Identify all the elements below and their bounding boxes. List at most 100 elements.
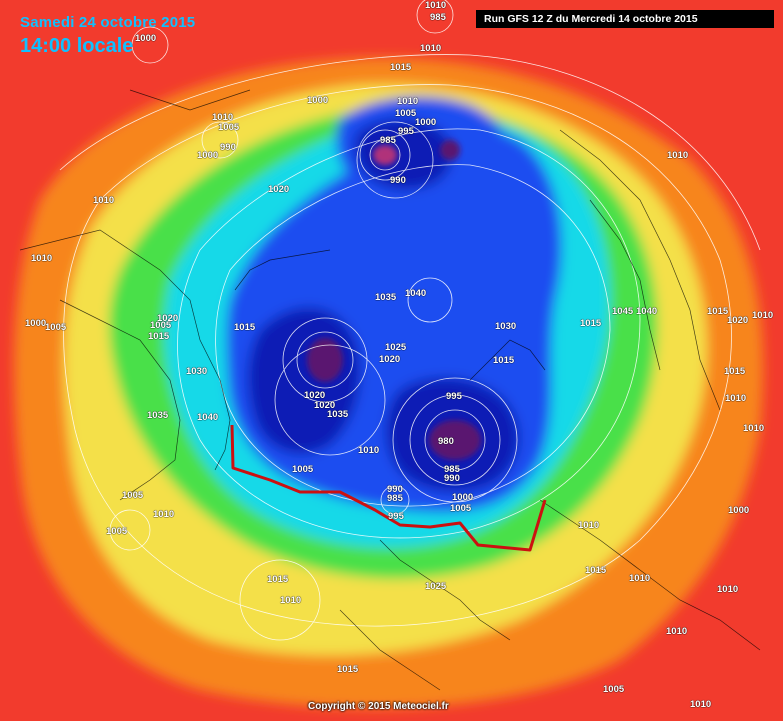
isobar-low-east bbox=[409, 394, 501, 486]
isobar-label: 980 bbox=[438, 436, 454, 447]
isobar-label: 1000 bbox=[135, 33, 157, 44]
isobar-label: 1015 bbox=[585, 565, 607, 576]
isobar-label: 1035 bbox=[327, 409, 349, 420]
isobar-label: 1010 bbox=[280, 595, 302, 606]
isobar-label: 1005 bbox=[450, 503, 472, 514]
isobar-label: 1020 bbox=[157, 313, 179, 324]
isobar-high bbox=[201, 121, 239, 159]
isobar-label: 1010 bbox=[425, 0, 447, 11]
isobar-low-north bbox=[369, 139, 401, 171]
isobar-label: 1005 bbox=[122, 490, 144, 501]
dark-blue-north bbox=[354, 118, 453, 190]
isobar-label: 1010 bbox=[690, 699, 712, 710]
isobar-label: 1005 bbox=[106, 526, 128, 537]
isobar-label: 985 bbox=[430, 12, 446, 23]
isobar-label: 1020 bbox=[304, 390, 326, 401]
copyright-text: Copyright © 2015 Meteociel.fr bbox=[308, 701, 449, 712]
isobar-high bbox=[239, 559, 321, 641]
isobar-label: 995 bbox=[398, 126, 414, 137]
isobar-label: 985 bbox=[444, 464, 460, 475]
coastline bbox=[469, 339, 546, 381]
isobar-label: 1020 bbox=[727, 315, 749, 326]
isobar-low-west bbox=[274, 344, 386, 456]
isobar-label: 1030 bbox=[495, 321, 517, 332]
isobar-label: 1000 bbox=[25, 318, 47, 329]
isobar-label: 1010 bbox=[358, 445, 380, 456]
isobar-high bbox=[131, 26, 169, 64]
isobar-label: 1010 bbox=[420, 43, 442, 54]
isobar-label: 985 bbox=[380, 135, 396, 146]
isobar-label: 1010 bbox=[667, 150, 689, 161]
isobar-label: 1000 bbox=[197, 150, 219, 161]
isobar-label: 1015 bbox=[724, 366, 746, 377]
isobar-label: 1005 bbox=[395, 108, 417, 119]
isobar-low-north bbox=[359, 129, 411, 181]
coastline bbox=[539, 499, 761, 651]
isobar-label: 990 bbox=[444, 473, 460, 484]
isobar-label: 1005 bbox=[603, 684, 625, 695]
isobar-low-east bbox=[392, 377, 518, 503]
isobar-label: 1010 bbox=[666, 626, 688, 637]
isobar-ring bbox=[63, 84, 732, 627]
isobar-label: 1005 bbox=[292, 464, 314, 475]
isobar-label: 1010 bbox=[153, 509, 175, 520]
isobar-label: 1005 bbox=[218, 122, 240, 133]
isobar-label: 1015 bbox=[267, 574, 289, 585]
coastline bbox=[59, 299, 181, 501]
isobar-label: 1025 bbox=[385, 342, 407, 353]
isobar-label: 1000 bbox=[728, 505, 750, 516]
isobar-label: 1010 bbox=[93, 195, 115, 206]
isobar-label: 1030 bbox=[186, 366, 208, 377]
isobar-label: 1015 bbox=[337, 664, 359, 675]
isobar-label: 1020 bbox=[314, 400, 336, 411]
isobar-label: 1015 bbox=[707, 306, 729, 317]
isobar-label: 1015 bbox=[580, 318, 602, 329]
coastline bbox=[559, 129, 721, 411]
isobar-label: 1040 bbox=[636, 306, 658, 317]
jet-line bbox=[230, 424, 547, 552]
coastline bbox=[589, 199, 661, 371]
isobar-label: 1015 bbox=[148, 331, 170, 342]
low-core-east bbox=[429, 420, 481, 460]
isobar-label: 990 bbox=[220, 142, 236, 153]
isobar-label: 1020 bbox=[379, 354, 401, 365]
isobar-label: 1010 bbox=[578, 520, 600, 531]
isobar-ring bbox=[215, 164, 611, 507]
isobar-label: 1010 bbox=[743, 423, 765, 434]
isobar-low-west bbox=[282, 317, 368, 403]
coastline bbox=[19, 229, 231, 471]
isobar-label: 1020 bbox=[268, 184, 290, 195]
isobar-label: 995 bbox=[388, 511, 404, 522]
isobar-low-east bbox=[424, 409, 486, 471]
forecast-date: Samedi 24 octobre 2015 bbox=[20, 14, 196, 31]
isobar-low bbox=[380, 485, 410, 515]
isobar-label: 1000 bbox=[415, 117, 437, 128]
isobar-label: 990 bbox=[390, 175, 406, 186]
isobar-label: 1015 bbox=[493, 355, 515, 366]
isobar-label: 1010 bbox=[717, 584, 739, 595]
coastline bbox=[234, 249, 331, 291]
isobar-low-west bbox=[296, 331, 354, 389]
low-core-north bbox=[373, 145, 397, 165]
isobar-high bbox=[109, 509, 151, 551]
isobar-label: 1005 bbox=[150, 320, 172, 331]
isobar-label: 1015 bbox=[390, 62, 412, 73]
isobar-high bbox=[416, 0, 454, 34]
low-core-west bbox=[307, 338, 343, 382]
isobar-label: 1005 bbox=[45, 322, 67, 333]
low-core-north2 bbox=[440, 140, 460, 160]
run-info-banner: Run GFS 12 Z du Mercredi 14 octobre 2015 bbox=[476, 10, 774, 28]
isobar-label: 1040 bbox=[405, 288, 427, 299]
isobar-low-north bbox=[356, 121, 434, 199]
coastline bbox=[379, 539, 511, 641]
isobar-high bbox=[407, 277, 453, 323]
isobar-label: 1010 bbox=[752, 310, 774, 321]
coastline bbox=[129, 89, 251, 111]
isobar-label: 1035 bbox=[147, 410, 169, 421]
isobar-label: 1000 bbox=[307, 95, 329, 106]
isobar-label: 1010 bbox=[212, 112, 234, 123]
isobar-label: 1010 bbox=[397, 96, 419, 107]
isobar-label: 1045 bbox=[612, 306, 634, 317]
isobar-ring bbox=[59, 54, 761, 251]
